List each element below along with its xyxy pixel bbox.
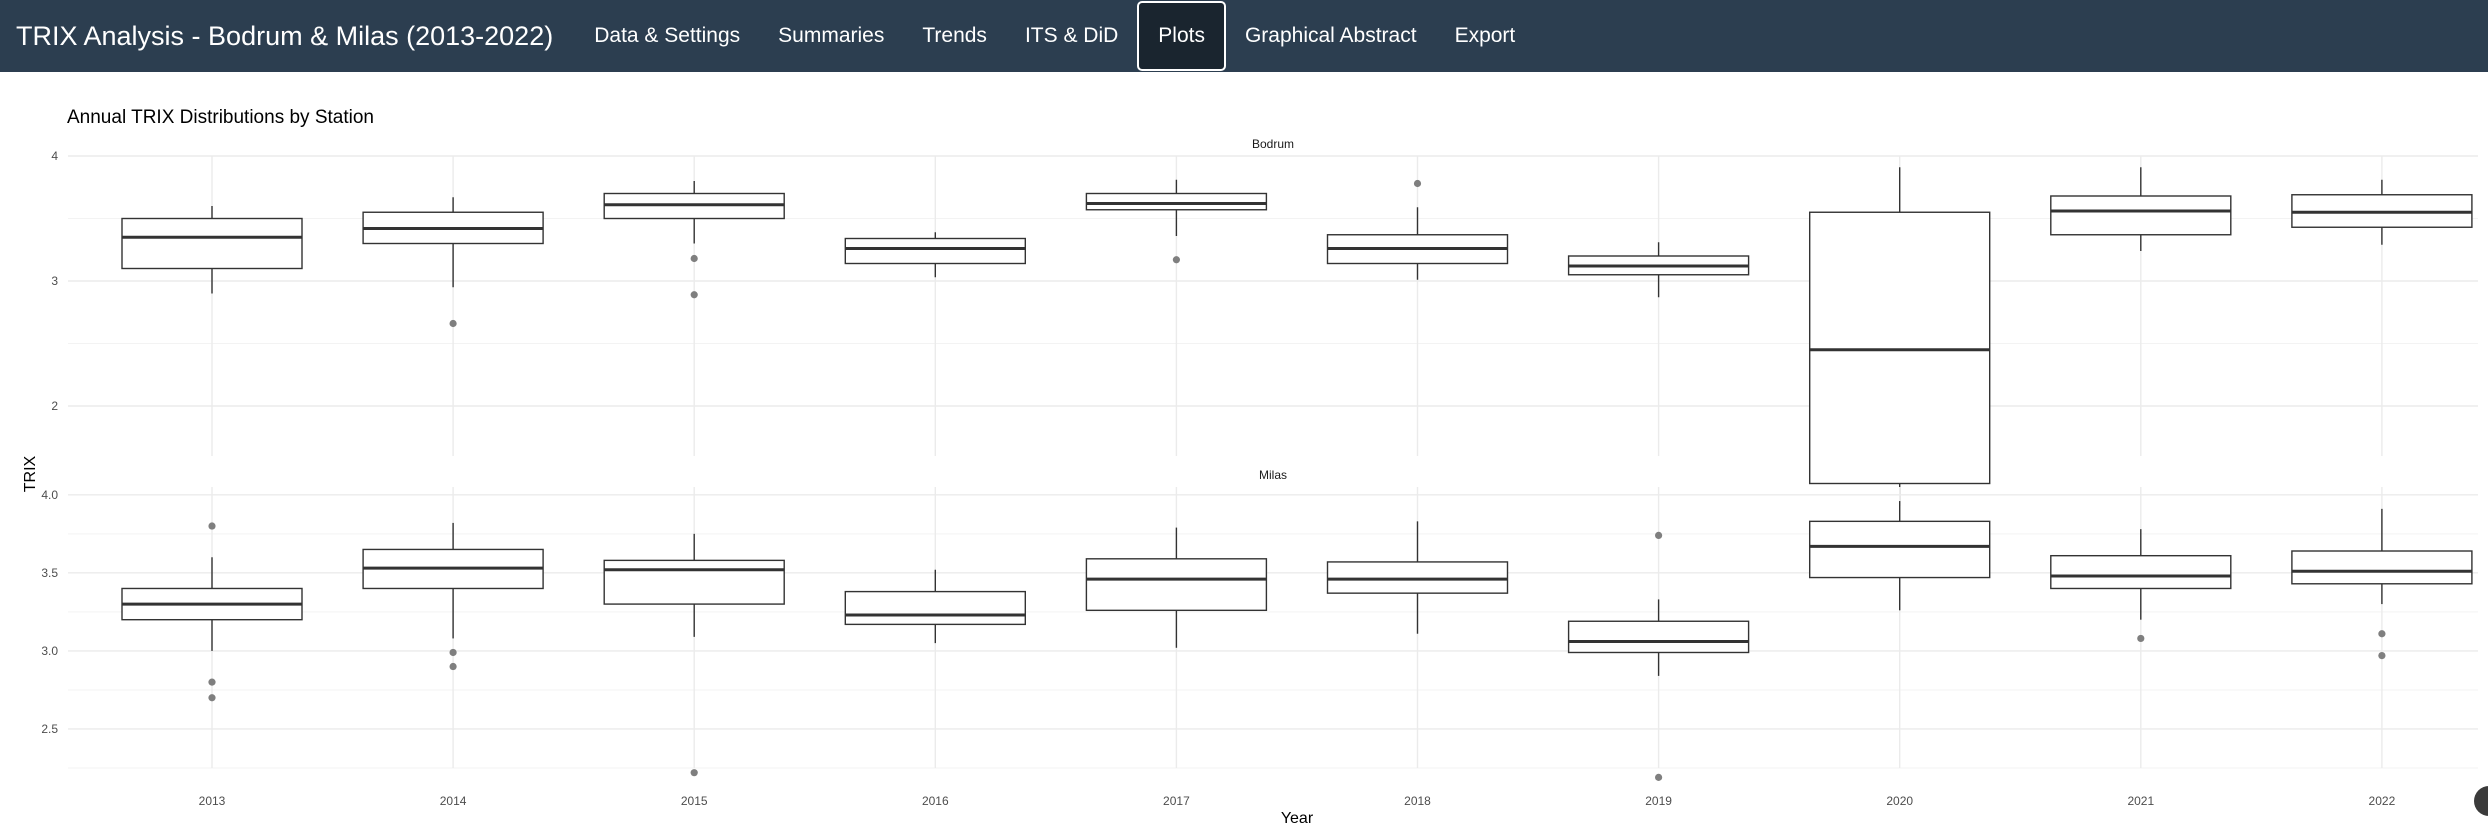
app-title: TRIX Analysis - Bodrum & Milas (2013-202…	[16, 20, 554, 51]
outlier-point	[449, 648, 457, 657]
outlier-point	[208, 678, 216, 686]
y-tick-label: 3.0	[41, 644, 58, 658]
x-tick-label: 2018	[1404, 794, 1431, 808]
panel-strip-label: Bodrum	[1252, 137, 1294, 151]
outlier-point	[449, 319, 457, 328]
box-iqr	[2291, 550, 2473, 585]
outlier-point	[1655, 773, 1663, 781]
tab-its-did[interactable]: ITS & DiD	[1024, 24, 1119, 47]
outlier-point	[1413, 179, 1422, 188]
box-iqr	[603, 559, 785, 605]
box-iqr	[844, 237, 1026, 265]
outlier-point	[2378, 630, 2386, 638]
outlier-point	[208, 522, 216, 530]
y-axis-label: TRIX	[22, 455, 39, 492]
box-iqr	[1808, 520, 1991, 579]
box-iqr	[1085, 558, 1268, 612]
y-tick-label: 3.5	[41, 566, 58, 580]
box-iqr	[1085, 192, 1268, 211]
x-tick-label: 2013	[199, 794, 226, 808]
tab-graphical-abstract[interactable]: Graphical Abstract	[1244, 24, 1417, 47]
tab-trends[interactable]: Trends	[922, 24, 987, 47]
x-tick-label: 2015	[681, 794, 708, 808]
outlier-point	[208, 694, 216, 702]
outlier-point	[1655, 531, 1663, 539]
x-tick-label: 2021	[2127, 794, 2154, 808]
y-tick-label: 4.0	[41, 488, 58, 502]
x-axis-label: Year	[1281, 810, 1314, 827]
outlier-point	[449, 662, 457, 671]
boxplot-chart: Annual TRIX Distributions by Station TRI…	[22, 107, 2478, 827]
y-tick-label: 2.5	[41, 722, 58, 736]
y-tick-label: 4	[51, 149, 58, 163]
chart-title: Annual TRIX Distributions by Station	[67, 107, 374, 128]
tab-export[interactable]: Export	[1454, 24, 1516, 47]
outlier-point	[1172, 256, 1180, 264]
tab-plots[interactable]: Plots	[1137, 1, 1226, 71]
outlier-point	[690, 254, 698, 263]
tab-data-settings[interactable]: Data & Settings	[594, 24, 741, 47]
navbar: TRIX Analysis - Bodrum & Milas (2013-202…	[0, 0, 2488, 72]
y-tick-label: 3	[51, 274, 58, 288]
resize-handle[interactable]	[2474, 786, 2488, 816]
outlier-point	[690, 291, 698, 299]
outlier-point	[690, 769, 698, 777]
x-tick-label: 2014	[440, 794, 467, 808]
y-tick-label: 2	[51, 399, 58, 413]
outlier-point	[2378, 652, 2386, 660]
x-tick-label: 2017	[1163, 794, 1190, 808]
outlier-point	[2137, 634, 2145, 643]
x-tick-label: 2019	[1645, 794, 1672, 808]
box-iqr	[1567, 620, 1750, 654]
box-iqr	[2050, 554, 2232, 590]
x-tick-label: 2020	[1886, 794, 1913, 808]
tab-summaries[interactable]: Summaries	[778, 24, 885, 47]
panel-strip-label: Milas	[1259, 468, 1287, 482]
x-tick-label: 2016	[922, 794, 949, 808]
box-iqr	[2050, 195, 2232, 236]
box-iqr	[1808, 211, 1991, 485]
x-tick-label: 2022	[2369, 794, 2396, 808]
box-iqr	[844, 590, 1026, 626]
box-iqr	[121, 217, 303, 270]
box-iqr	[1326, 561, 1509, 594]
